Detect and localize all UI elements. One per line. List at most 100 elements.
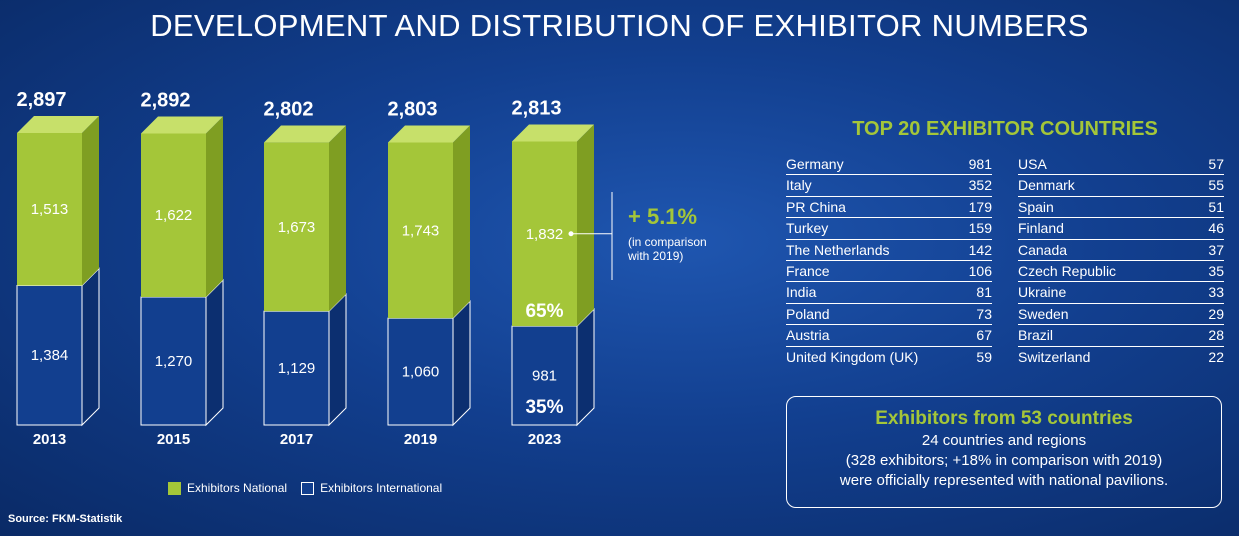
bar-international-side <box>205 278 224 427</box>
legend-swatch-international <box>301 481 315 495</box>
country-name: Ukraine <box>1018 284 1067 301</box>
bar-total-label: 2,897 <box>16 89 66 111</box>
bar-label-international: 1,270 <box>155 353 193 370</box>
country-name: The Netherlands <box>786 241 890 258</box>
legend-swatch-national <box>168 481 181 495</box>
country-name: Sweden <box>1018 305 1069 322</box>
bar-national-top <box>512 124 594 142</box>
bar-international-side <box>452 299 471 427</box>
bar-national-top <box>388 125 470 143</box>
bar-label-international: 1,060 <box>402 364 440 381</box>
change-value: + 5.1% <box>628 204 698 229</box>
country-row: The Netherlands 142 <box>786 240 992 261</box>
source-note: Source: FKM-Statistik <box>8 513 123 525</box>
country-row: India 81 <box>786 282 992 304</box>
country-count: 106 <box>968 262 992 279</box>
country-row: Sweden 29 <box>1018 304 1224 326</box>
country-name: Finland <box>1018 220 1064 237</box>
bar-label-national: 1,622 <box>155 207 193 224</box>
country-row: Czech Republic 35 <box>1018 261 1224 283</box>
country-name: France <box>786 262 830 279</box>
country-row: Poland 73 <box>786 304 992 326</box>
country-count: 159 <box>968 220 992 237</box>
country-name: United Kingdom (UK) <box>786 348 919 365</box>
legend-label-international: Exhibitors International <box>320 481 443 495</box>
summary-line-3: were officially represented with nationa… <box>839 472 1169 489</box>
bar-national-top <box>141 116 223 134</box>
country-name: USA <box>1018 156 1047 172</box>
bar-national-side <box>577 124 594 327</box>
country-name: Spain <box>1018 198 1054 215</box>
bar-national-top <box>17 115 99 133</box>
country-count: 67 <box>976 327 992 344</box>
x-tick-label: 2017 <box>280 431 313 448</box>
country-row: USA 57 <box>1018 154 1224 176</box>
country-table-left: Germany 981 Italy 352 PR China 179 Turkey 15… <box>786 154 992 368</box>
bar-national <box>388 142 453 319</box>
bar-international-side <box>328 292 347 427</box>
country-row: Turkey 159 <box>786 218 992 240</box>
bar-national <box>141 133 206 297</box>
bar-total-label: 2,813 <box>511 97 561 119</box>
country-row: Canada 37 <box>1018 240 1224 261</box>
country-count: 35 <box>1208 262 1224 279</box>
country-count: 59 <box>976 348 992 365</box>
change-note-line-2: with 2019) <box>628 249 684 263</box>
x-tick-label: 2023 <box>528 431 561 448</box>
country-count: 29 <box>1208 305 1224 322</box>
country-count: 55 <box>1208 177 1224 194</box>
bar-national-side <box>453 125 470 319</box>
country-row: Switzerland 22 <box>1018 347 1224 368</box>
country-count: 981 <box>968 156 992 172</box>
bar-label-national: 1,743 <box>402 222 440 239</box>
country-row: United Kingdom (UK) 59 <box>786 347 992 368</box>
country-name: Denmark <box>1018 177 1075 194</box>
country-row: PR China 179 <box>786 197 992 219</box>
bar-national <box>264 142 329 312</box>
country-count: 81 <box>976 284 992 301</box>
country-row: Germany 981 <box>786 154 992 176</box>
legend-label-national: Exhibitors National <box>187 481 288 495</box>
country-count: 37 <box>1208 241 1224 258</box>
bar-international <box>140 296 207 426</box>
x-tick-label: 2019 <box>404 431 437 448</box>
summary-headline: Exhibitors from 53 countries <box>875 408 1133 429</box>
chart-legend: Exhibitors National Exhibitors Internati… <box>168 481 456 495</box>
bar-international-side <box>81 267 100 427</box>
bar-national <box>17 132 82 286</box>
x-tick-label: 2015 <box>157 431 190 448</box>
bar-national-top <box>264 125 346 143</box>
bar-national-side <box>206 116 223 297</box>
bar-label-international: 981 <box>532 368 557 385</box>
country-name: Canada <box>1018 241 1068 258</box>
bar-national <box>512 141 577 327</box>
country-table-right: USA 57 Denmark 55 Spain 51 Finland 46 Canada… <box>1018 154 1224 368</box>
country-name: Switzerland <box>1018 348 1091 365</box>
country-count: 33 <box>1208 284 1224 301</box>
share-label-international: 35% <box>525 397 563 418</box>
bar-label-national: 1,832 <box>526 226 564 243</box>
bar-total-label: 2,803 <box>387 98 437 120</box>
summary-line-2: (328 exhibitors; +18% in comparison with… <box>845 452 1163 469</box>
bar-total-label: 2,892 <box>140 89 190 111</box>
country-row: Austria 67 <box>786 325 992 347</box>
share-label-national: 65% <box>525 301 563 322</box>
country-name: Italy <box>786 177 812 194</box>
top-countries-title: TOP 20 EXHIBITOR COUNTRIES <box>852 118 1158 140</box>
bar-total-label: 2,802 <box>263 99 313 121</box>
country-row: Brazil 28 <box>1018 325 1224 347</box>
country-count: 352 <box>968 177 992 194</box>
bar-international-side <box>576 307 595 427</box>
country-count: 73 <box>976 305 992 322</box>
country-count: 57 <box>1208 156 1224 172</box>
chart-title: DEVELOPMENT AND DISTRIBUTION OF EXHIBITO… <box>150 8 1089 43</box>
stacked-bar-chart: 1,513 1,384 2,897 2013 1,622 1,270 2,892 2015 1,… <box>16 89 595 448</box>
bar-label-national: 1,513 <box>31 201 69 218</box>
country-count: 142 <box>968 241 992 258</box>
summary-box: Exhibitors from 53 countries 24 countrie… <box>786 396 1222 508</box>
country-name: Turkey <box>786 220 829 237</box>
country-row: Spain 51 <box>1018 197 1224 219</box>
country-count: 22 <box>1208 348 1224 365</box>
bar-national-side <box>329 125 346 312</box>
country-name: India <box>786 284 817 301</box>
